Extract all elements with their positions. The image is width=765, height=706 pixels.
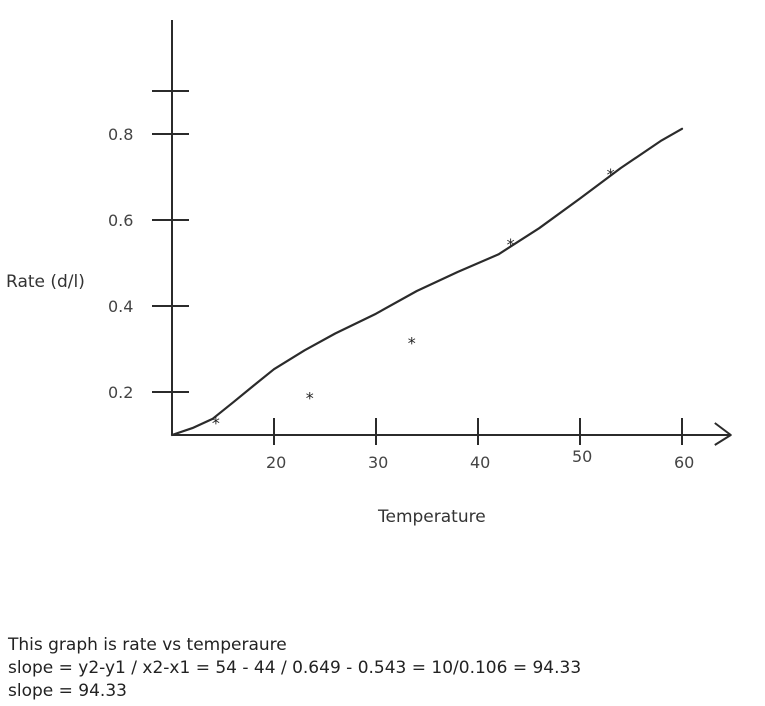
y-axis-title: Rate (d/l) [6,272,85,292]
data-point: * [212,413,220,432]
x-axis-title: Temperature [377,507,486,527]
x-tick-label: 60 [674,453,694,472]
note-line-3: slope = 94.33 [8,681,127,701]
rate-vs-temperature-chart: 20 30 40 50 600.20.40.60.8 ***** Rate (d/l) … [6,20,732,527]
y-tick-label: 0.8 [108,125,133,144]
data-point: * [507,235,515,254]
data-point: * [607,165,615,184]
axes [171,20,732,446]
y-tick-label: 0.2 [108,383,133,402]
x-tick-label: 30 [368,453,388,472]
fit-line [170,127,684,437]
tick-labels: 20 30 40 50 60 0.2 0.4 0.6 0.8 [108,125,694,472]
data-point: * [306,388,314,407]
ticks [152,90,683,445]
data-point: * [408,333,416,352]
y-tick-label: 0.4 [108,297,133,316]
x-tick-label: 50 [572,447,592,466]
x-axis-arrowhead [714,422,732,446]
notes: This graph is rate vs temperaure slope =… [8,634,581,703]
y-tick-label: 0.6 [108,211,133,230]
note-line-1: This graph is rate vs temperaure [8,635,287,655]
x-tick-label: 40 [470,453,490,472]
note-line-2: slope = y2-y1 / x2-x1 = 54 - 44 / 0.649 … [8,658,582,678]
data-points: * * * * * [212,165,615,433]
x-tick-label: 20 [266,453,286,472]
